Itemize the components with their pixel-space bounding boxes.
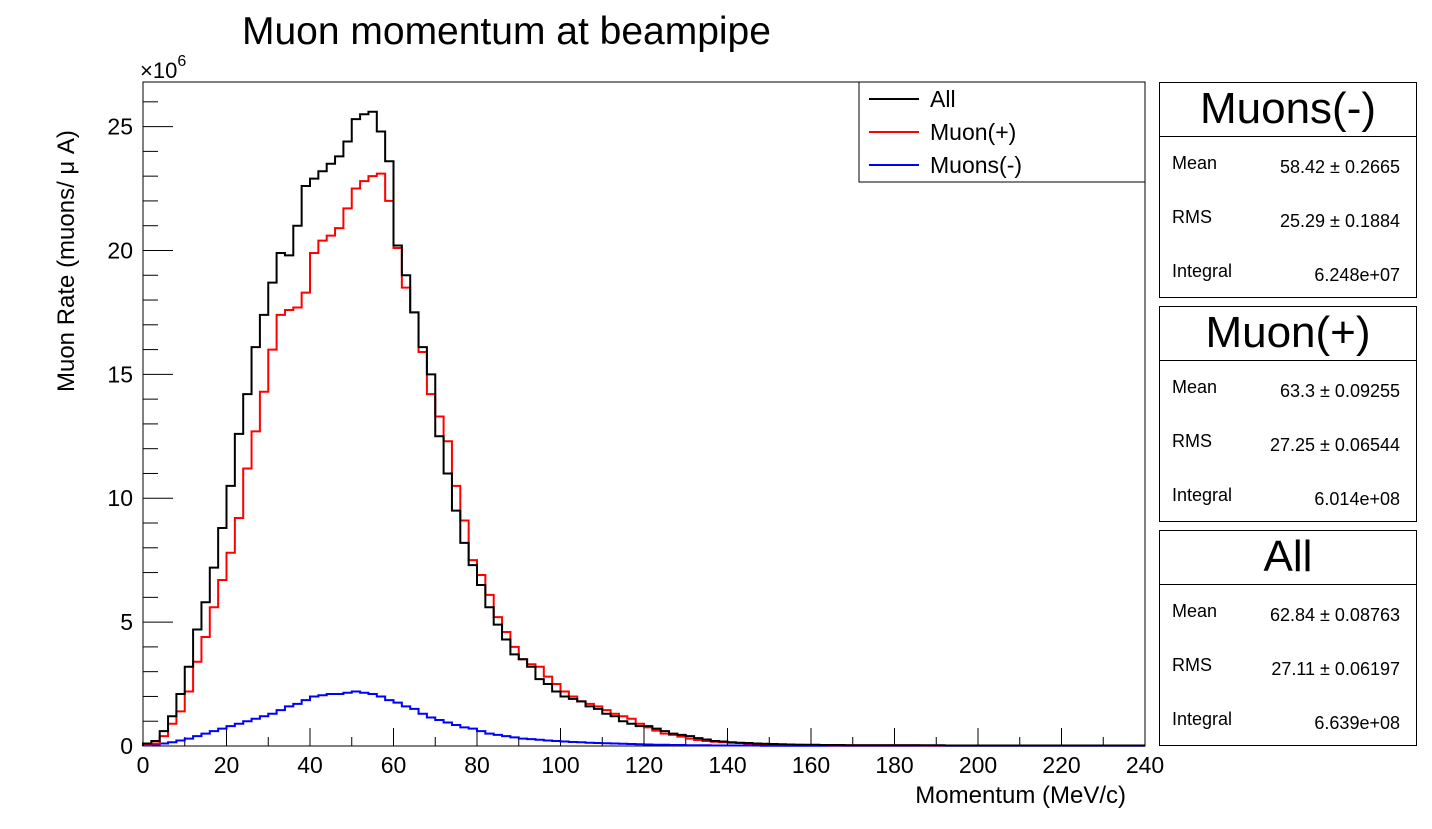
stats-value: 27.11 ± 0.06197 — [1271, 659, 1400, 679]
y-axis-multiplier: ×106 — [140, 53, 186, 83]
x-tick-label: 160 — [792, 752, 830, 778]
stats-row-integral: Integral 6.248e+07 — [1160, 245, 1416, 299]
x-tick-label: 120 — [625, 752, 663, 778]
legend-label-muon-plus: Muon(+) — [930, 119, 1016, 145]
legend-label-all: All — [930, 86, 956, 112]
legend: All Muon(+) Muons(-) — [858, 81, 1146, 183]
y-axis-multiplier-exponent: 6 — [177, 53, 186, 70]
x-tick-label: 140 — [708, 752, 746, 778]
stats-label: RMS — [1172, 431, 1212, 451]
x-axis-label: Momentum (MeV/c) — [915, 782, 1126, 809]
y-tick-label: 10 — [107, 485, 133, 511]
legend-label-muons-minus: Muons(-) — [930, 152, 1022, 178]
x-tick-label: 80 — [464, 752, 490, 778]
stats-label: Integral — [1172, 485, 1233, 505]
stats-row-integral: Integral 6.014e+08 — [1160, 469, 1416, 523]
stats-label: Mean — [1172, 601, 1218, 621]
stats-value: 58.42 ± 0.2665 — [1280, 157, 1400, 177]
stats-row-mean: Mean 62.84 ± 0.08763 — [1160, 585, 1416, 639]
stats-label: Mean — [1172, 377, 1218, 397]
stats-row-rms: RMS 27.11 ± 0.06197 — [1160, 639, 1416, 693]
stats-row-mean: Mean 58.42 ± 0.2665 — [1160, 137, 1416, 191]
stats-row-rms: RMS 27.25 ± 0.06544 — [1160, 415, 1416, 469]
stats-row-integral: Integral 6.639e+08 — [1160, 693, 1416, 747]
stats-row-rms: RMS 25.29 ± 0.1884 — [1160, 191, 1416, 245]
x-tick-label: 180 — [875, 752, 913, 778]
stats-value: 63.3 ± 0.09255 — [1280, 381, 1400, 401]
stats-value: 25.29 ± 0.1884 — [1280, 211, 1400, 231]
series-layer — [142, 110, 1145, 747]
y-axis-label: Muon Rate (muons/ μ A) — [53, 130, 80, 392]
x-tick-label: 200 — [959, 752, 997, 778]
y-tick-label: 15 — [107, 361, 133, 387]
stats-label: Integral — [1172, 709, 1233, 729]
stats-value: 62.84 ± 0.08763 — [1270, 605, 1400, 625]
y-tick-label: 20 — [107, 237, 133, 263]
x-tick-label: 100 — [541, 752, 579, 778]
stats-box-muon-plus: Muon(+) Mean 63.3 ± 0.09255 RMS 27.25 ± … — [1159, 306, 1417, 522]
y-tick-label: 25 — [107, 114, 133, 140]
axis-tick-labels: 0 20 40 60 80 100 120 140 160 180 200 220 240 0 5 10 15 2… — [107, 114, 1164, 778]
x-tick-label: 40 — [297, 752, 323, 778]
stats-label: RMS — [1172, 655, 1212, 675]
stats-value: 27.25 ± 0.06544 — [1270, 435, 1400, 455]
stats-value: 6.014e+08 — [1314, 489, 1400, 509]
stats-title: Muon(+) — [1160, 307, 1416, 361]
stats-label: Integral — [1172, 261, 1233, 281]
y-tick-label: 0 — [120, 733, 133, 759]
x-tick-label: 240 — [1126, 752, 1164, 778]
x-tick-label: 0 — [137, 752, 150, 778]
stats-box-all: All Mean 62.84 ± 0.08763 RMS 27.11 ± 0.0… — [1159, 530, 1417, 746]
stats-label: Mean — [1172, 153, 1218, 173]
x-tick-label: 60 — [381, 752, 407, 778]
stats-title: All — [1160, 531, 1416, 585]
stats-row-mean: Mean 63.3 ± 0.09255 — [1160, 361, 1416, 415]
stats-value: 6.248e+07 — [1314, 265, 1400, 285]
stats-title: Muons(-) — [1160, 83, 1416, 137]
x-tick-label: 20 — [214, 752, 240, 778]
stats-label: RMS — [1172, 207, 1212, 227]
stats-value: 6.639e+08 — [1314, 713, 1400, 733]
chart-title: Muon momentum at beampipe — [242, 10, 771, 53]
x-tick-label: 220 — [1042, 752, 1080, 778]
y-tick-label: 5 — [120, 609, 133, 635]
axis-ticks — [142, 101, 1146, 747]
series-all-line — [142, 110, 1145, 747]
stats-box-muons-minus: Muons(-) Mean 58.42 ± 0.2665 RMS 25.29 ±… — [1159, 82, 1417, 298]
series-muon-plus-line — [142, 172, 1145, 747]
